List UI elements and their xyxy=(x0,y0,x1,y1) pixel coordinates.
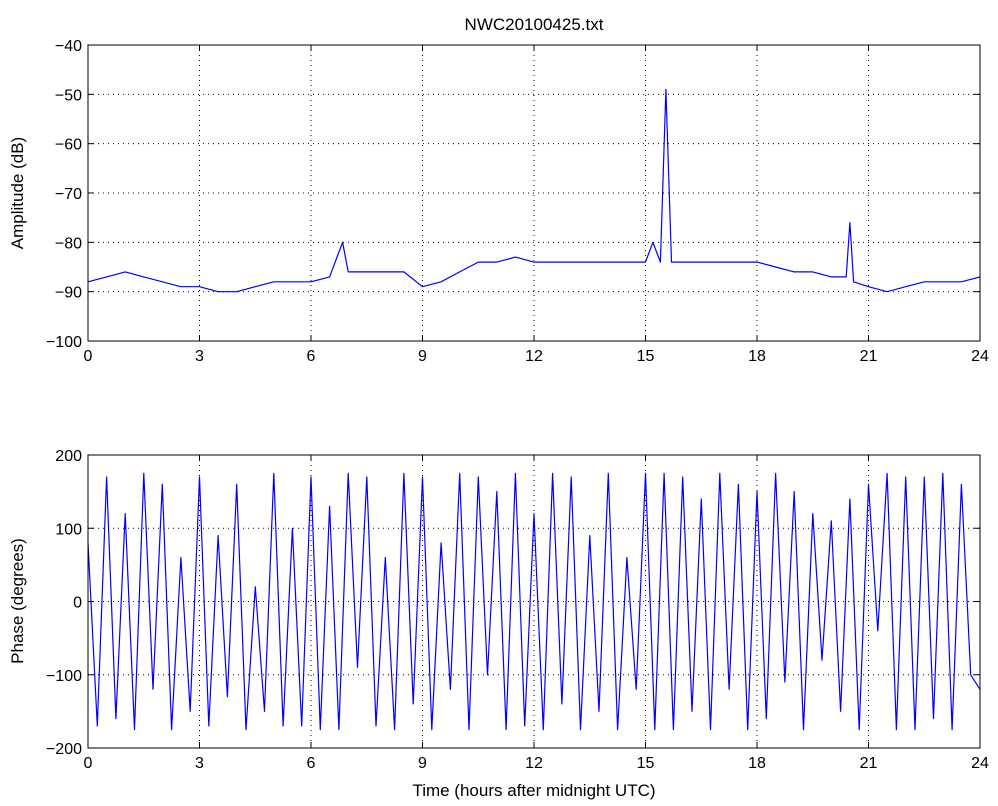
phase-y-tick-label-3: 100 xyxy=(55,521,82,538)
phase-y-tick-label-0: −200 xyxy=(46,741,82,758)
amplitude-x-tick-label-3: 9 xyxy=(418,348,427,365)
phase-x-tick-label-4: 12 xyxy=(525,755,543,772)
phase-series-line-0 xyxy=(87,472,981,731)
phase-y-axis-label: Phase (degrees) xyxy=(8,538,27,664)
phase-series xyxy=(87,472,981,731)
phase-x-tick-label-8: 24 xyxy=(971,755,989,772)
phase-x-tick-label-6: 18 xyxy=(748,755,766,772)
amplitude-x-tick-label-5: 15 xyxy=(637,348,655,365)
amplitude-grid xyxy=(88,45,980,341)
amplitude-x-tick-label-2: 6 xyxy=(307,348,316,365)
phase-x-tick-label-1: 3 xyxy=(195,755,204,772)
amplitude-x-tick-label-4: 12 xyxy=(525,348,543,365)
amplitude-y-tick-label-0: −100 xyxy=(46,334,82,351)
amplitude-y-tick-label-3: −70 xyxy=(55,186,82,203)
amplitude-x-tick-label-0: 0 xyxy=(84,348,93,365)
amplitude-series-line-0 xyxy=(87,88,981,293)
chart-title: NWC20100425.txt xyxy=(465,15,604,34)
amplitude-y-tick-label-4: −60 xyxy=(55,137,82,154)
amplitude-y-tick-label-5: −50 xyxy=(55,87,82,104)
phase-ticks: 0 3 6 9 12 15 18 21 24 −200 −100 0 100 200 xyxy=(46,448,989,772)
amplitude-ticks: 0 3 6 9 12 15 18 21 24 −100 −90 −80 −70 −60 −50 −40 xyxy=(46,38,989,365)
phase-x-tick-label-0: 0 xyxy=(84,755,93,772)
amplitude-x-tick-label-8: 24 xyxy=(971,348,989,365)
phase-x-tick-label-2: 6 xyxy=(307,755,316,772)
phase-x-axis-label: Time (hours after midnight UTC) xyxy=(412,781,655,800)
amplitude-x-tick-label-6: 18 xyxy=(748,348,766,365)
amplitude-y-axis-label: Amplitude (dB) xyxy=(8,137,27,249)
phase-panel: 0 3 6 9 12 15 18 21 24 −200 −100 0 100 200 Phase (deg… xyxy=(8,448,989,800)
phase-x-tick-label-3: 9 xyxy=(418,755,427,772)
amplitude-y-tick-label-1: −90 xyxy=(55,285,82,302)
amplitude-series xyxy=(87,88,981,293)
phase-x-tick-label-7: 21 xyxy=(860,755,878,772)
amplitude-y-tick-label-2: −80 xyxy=(55,235,82,252)
amplitude-panel: NWC20100425.txt 0 3 6 9 12 15 18 21 24 −100 −90 −80… xyxy=(8,15,989,365)
phase-x-tick-label-5: 15 xyxy=(637,755,655,772)
phase-grid xyxy=(88,455,980,748)
amplitude-x-tick-label-1: 3 xyxy=(195,348,204,365)
phase-y-tick-label-1: −100 xyxy=(46,668,82,685)
phase-y-tick-label-2: 0 xyxy=(73,595,82,612)
amplitude-x-tick-label-7: 21 xyxy=(860,348,878,365)
phase-y-tick-label-4: 200 xyxy=(55,448,82,465)
amplitude-y-tick-label-6: −40 xyxy=(55,38,82,55)
